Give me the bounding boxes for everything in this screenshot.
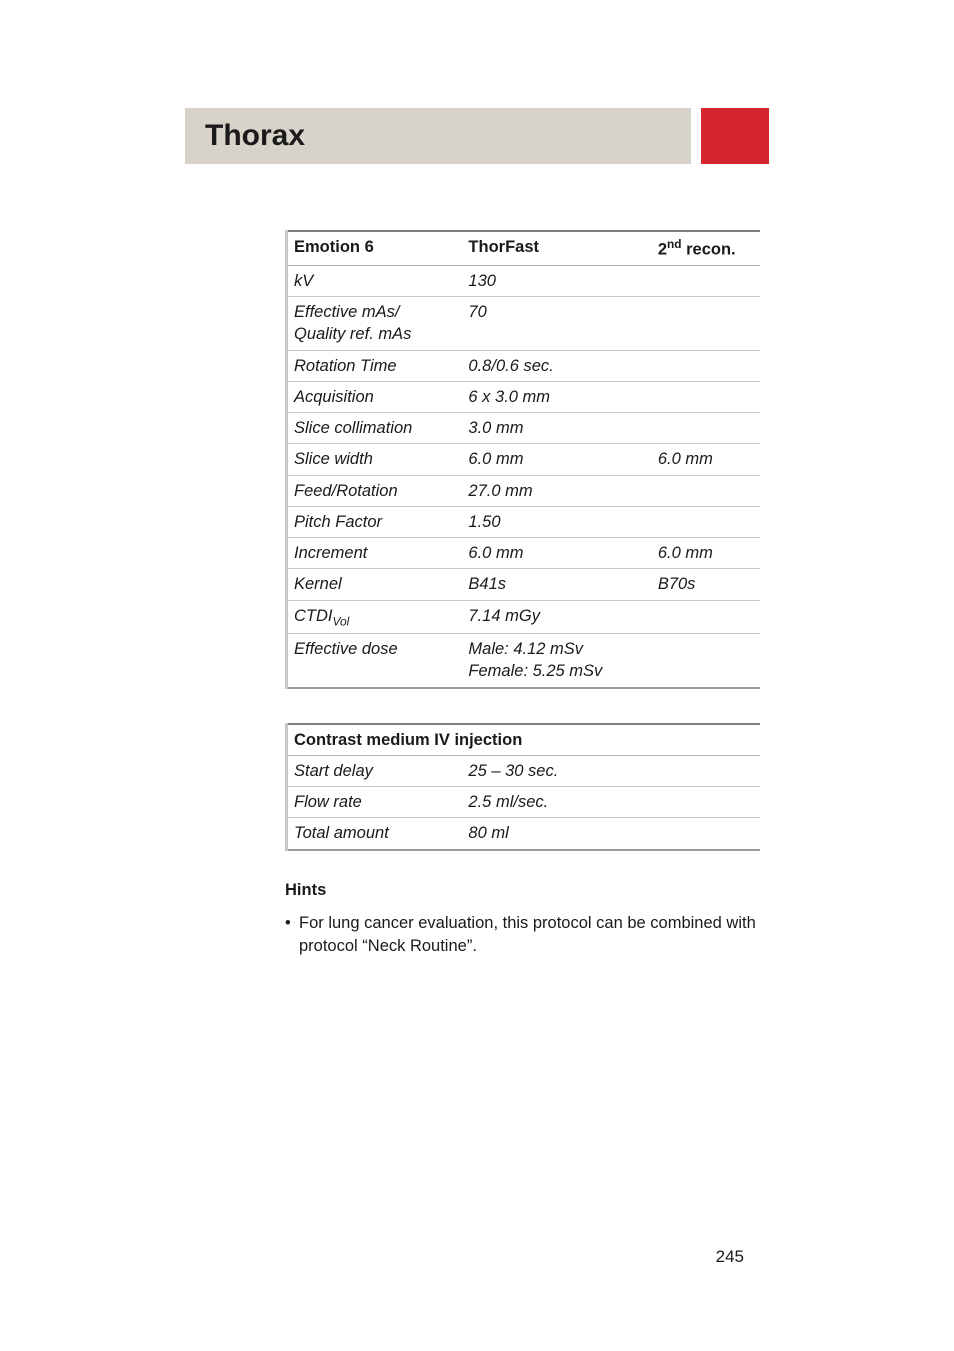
- header-title-bar: Thorax: [185, 108, 691, 164]
- value-cell: 1.50: [466, 506, 655, 537]
- table-header-cell: Contrast medium IV injection: [287, 724, 761, 756]
- scan-parameters-table: Emotion 6 ThorFast 2nd recon. kV130Effec…: [285, 230, 760, 689]
- param-cell: Effective mAs/ Quality ref. mAs: [287, 297, 467, 351]
- hints-list: For lung cancer evaluation, this protoco…: [285, 912, 760, 958]
- value-cell: [656, 297, 760, 351]
- param-cell: Start delay: [287, 755, 467, 786]
- value-cell: Male: 4.12 mSv Female: 5.25 mSv: [466, 634, 655, 688]
- value-cell: 2.5 ml/sec.: [466, 787, 760, 818]
- value-cell: 130: [466, 265, 655, 296]
- value-cell: 6.0 mm: [466, 444, 655, 475]
- contrast-injection-table: Contrast medium IV injection Start delay…: [285, 723, 760, 851]
- param-cell: CTDIVol: [287, 600, 467, 633]
- value-cell: 6.0 mm: [656, 538, 760, 569]
- param-cell: Kernel: [287, 569, 467, 600]
- value-cell: [656, 381, 760, 412]
- value-cell: 6.0 mm: [656, 444, 760, 475]
- value-cell: 80 ml: [466, 818, 760, 850]
- value-cell: [656, 350, 760, 381]
- table-row: kV130: [287, 265, 761, 296]
- value-cell: [656, 634, 760, 688]
- table-row: CTDIVol7.14 mGy: [287, 600, 761, 633]
- table-row: Acquisition6 x 3.0 mm: [287, 381, 761, 412]
- content-area: Emotion 6 ThorFast 2nd recon. kV130Effec…: [285, 230, 760, 958]
- value-cell: 0.8/0.6 sec.: [466, 350, 655, 381]
- hints-heading: Hints: [285, 881, 760, 900]
- list-item: For lung cancer evaluation, this protoco…: [285, 912, 760, 958]
- value-cell: 25 – 30 sec.: [466, 755, 760, 786]
- param-cell: Slice width: [287, 444, 467, 475]
- value-cell: 6.0 mm: [466, 538, 655, 569]
- page-title: Thorax: [205, 119, 305, 153]
- param-cell: Total amount: [287, 818, 467, 850]
- page-header: Thorax: [185, 108, 769, 164]
- param-cell: Rotation Time: [287, 350, 467, 381]
- table-row: Pitch Factor1.50: [287, 506, 761, 537]
- value-cell: 27.0 mm: [466, 475, 655, 506]
- table-row: Effective mAs/ Quality ref. mAs70: [287, 297, 761, 351]
- value-cell: B70s: [656, 569, 760, 600]
- table-row: KernelB41sB70s: [287, 569, 761, 600]
- value-cell: B41s: [466, 569, 655, 600]
- table-header-cell: 2nd recon.: [656, 231, 760, 265]
- param-cell: Slice collimation: [287, 413, 467, 444]
- value-cell: 70: [466, 297, 655, 351]
- table-header-row: Contrast medium IV injection: [287, 724, 761, 756]
- table-row: Total amount80 ml: [287, 818, 761, 850]
- param-cell: Increment: [287, 538, 467, 569]
- table-row: Feed/Rotation27.0 mm: [287, 475, 761, 506]
- header-accent-block: [701, 108, 769, 164]
- value-cell: [656, 475, 760, 506]
- table-header-row: Emotion 6 ThorFast 2nd recon.: [287, 231, 761, 265]
- table-header-cell: ThorFast: [466, 231, 655, 265]
- param-cell: Flow rate: [287, 787, 467, 818]
- value-cell: [656, 506, 760, 537]
- value-cell: [656, 413, 760, 444]
- table-row: Rotation Time0.8/0.6 sec.: [287, 350, 761, 381]
- param-cell: kV: [287, 265, 467, 296]
- param-cell: Acquisition: [287, 381, 467, 412]
- table-row: Start delay25 – 30 sec.: [287, 755, 761, 786]
- table-row: Slice collimation3.0 mm: [287, 413, 761, 444]
- table-row: Increment6.0 mm6.0 mm: [287, 538, 761, 569]
- table-header-cell: Emotion 6: [287, 231, 467, 265]
- param-cell: Effective dose: [287, 634, 467, 688]
- table-row: Slice width6.0 mm6.0 mm: [287, 444, 761, 475]
- hints-section: Hints For lung cancer evaluation, this p…: [285, 881, 760, 958]
- value-cell: 3.0 mm: [466, 413, 655, 444]
- table-row: Flow rate2.5 ml/sec.: [287, 787, 761, 818]
- value-cell: 7.14 mGy: [466, 600, 655, 633]
- param-cell: Pitch Factor: [287, 506, 467, 537]
- value-cell: [656, 265, 760, 296]
- table-row: Effective doseMale: 4.12 mSv Female: 5.2…: [287, 634, 761, 688]
- value-cell: [656, 600, 760, 633]
- page-number: 245: [716, 1247, 744, 1267]
- value-cell: 6 x 3.0 mm: [466, 381, 655, 412]
- param-cell: Feed/Rotation: [287, 475, 467, 506]
